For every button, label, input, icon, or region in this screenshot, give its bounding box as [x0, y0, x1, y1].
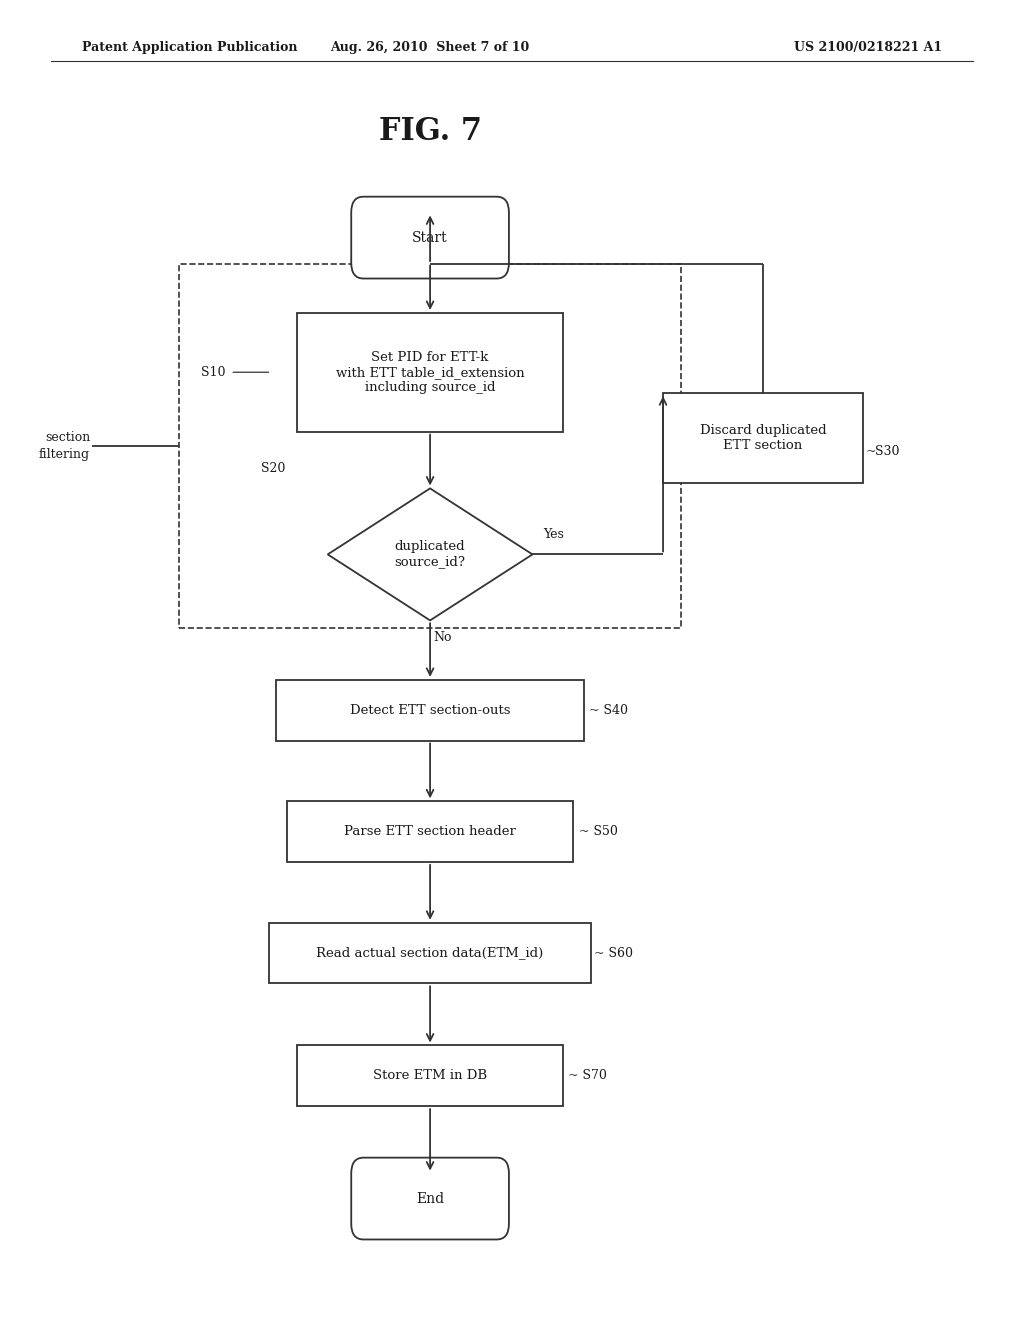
Text: US 2100/0218221 A1: US 2100/0218221 A1	[794, 41, 942, 54]
Text: duplicated
source_id?: duplicated source_id?	[394, 540, 466, 569]
Text: Store ETM in DB: Store ETM in DB	[373, 1069, 487, 1082]
Text: Start: Start	[413, 231, 447, 244]
Text: Parse ETT section header: Parse ETT section header	[344, 825, 516, 838]
Text: Read actual section data(ETM_id): Read actual section data(ETM_id)	[316, 946, 544, 960]
Text: Patent Application Publication: Patent Application Publication	[82, 41, 297, 54]
Bar	[268, 923, 591, 983]
FancyBboxPatch shape	[351, 197, 509, 279]
Bar	[297, 313, 563, 432]
Text: Yes: Yes	[543, 528, 563, 541]
Text: S10: S10	[201, 366, 225, 379]
Text: Set PID for ETT-k
with ETT table_id_extension
including source_id: Set PID for ETT-k with ETT table_id_exte…	[336, 351, 524, 393]
Text: S30: S30	[874, 445, 899, 458]
Text: Discard duplicated
ETT section: Discard duplicated ETT section	[699, 424, 826, 453]
Polygon shape	[328, 488, 532, 620]
Text: End: End	[416, 1192, 444, 1205]
Text: ~: ~	[866, 445, 877, 458]
Text: ~ S40: ~ S40	[589, 704, 628, 717]
Text: ~ S60: ~ S60	[594, 946, 634, 960]
FancyBboxPatch shape	[351, 1158, 509, 1239]
Bar	[664, 393, 862, 483]
Text: Aug. 26, 2010  Sheet 7 of 10: Aug. 26, 2010 Sheet 7 of 10	[331, 41, 529, 54]
Text: S20: S20	[261, 462, 286, 475]
Text: ~ S50: ~ S50	[579, 825, 617, 838]
Text: FIG. 7: FIG. 7	[379, 116, 481, 148]
Bar	[287, 801, 573, 862]
Bar	[297, 1045, 563, 1106]
Bar	[179, 264, 681, 628]
Text: Detect ETT section-outs: Detect ETT section-outs	[350, 704, 510, 717]
Text: ~ S70: ~ S70	[568, 1069, 607, 1082]
Text: section
filtering: section filtering	[39, 432, 90, 461]
Text: No: No	[433, 631, 452, 644]
Bar	[276, 680, 584, 741]
